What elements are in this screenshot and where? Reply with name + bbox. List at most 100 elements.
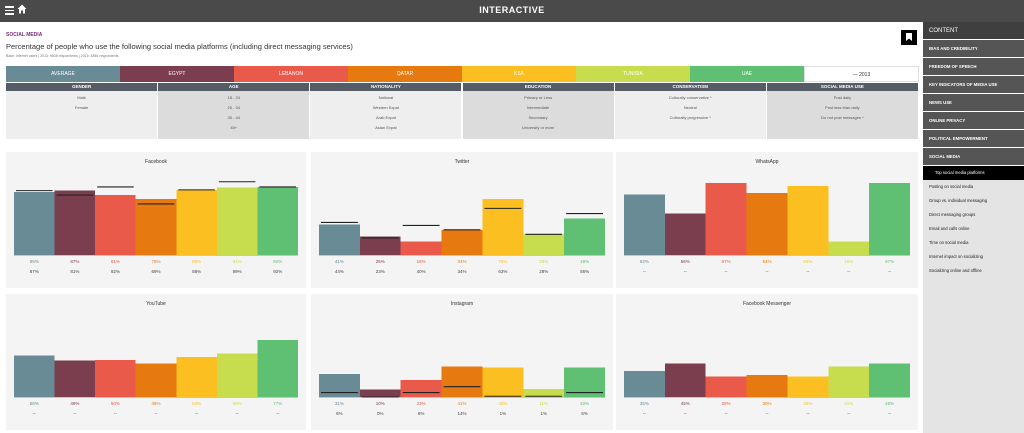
bar-qatar[interactable] [441, 229, 483, 255]
value-label-2015: 34% [457, 259, 466, 264]
bar-qatar[interactable] [135, 198, 177, 255]
bar-egypt[interactable] [359, 236, 401, 256]
value-label-2015: 30% [762, 401, 771, 406]
legend-lebanon[interactable]: LEBANON [234, 66, 348, 82]
menu-icon[interactable] [5, 6, 14, 15]
filter-option[interactable]: 25 - 34 [227, 105, 240, 110]
bar-lebanon[interactable] [400, 241, 442, 255]
bar-average[interactable] [14, 355, 55, 397]
bar-qatar[interactable] [746, 374, 788, 397]
bar-egypt[interactable] [54, 190, 96, 255]
legend-qatar[interactable]: QATAR [348, 66, 462, 82]
bar-tunisia[interactable] [523, 234, 565, 255]
filter-option[interactable]: Intermediate [526, 105, 550, 110]
value-label-2015: 97% [885, 259, 894, 264]
bar-ksa[interactable] [482, 367, 524, 397]
bar-average[interactable] [14, 192, 55, 255]
bar-tunisia[interactable] [828, 241, 870, 255]
sidebar-item-key-indicators[interactable]: KEY INDICATORS OF MEDIA USE [923, 76, 1024, 94]
bar-lebanon[interactable] [95, 195, 136, 255]
bar-lebanon[interactable] [95, 360, 136, 397]
bar-egypt[interactable] [359, 389, 401, 397]
sidebar-subitem-email-calls[interactable]: Email and calls online [929, 226, 970, 231]
bar-tunisia[interactable] [523, 388, 565, 397]
legend-egypt[interactable]: EGYPT [120, 66, 234, 82]
bar-uae[interactable] [869, 363, 910, 397]
sidebar-item-freedom-of-speech[interactable]: FREEDOM OF SPEECH [923, 58, 1024, 76]
filter-option[interactable]: Culturally conservative * [668, 95, 712, 100]
bar-ksa[interactable] [787, 376, 829, 397]
legend-ksa[interactable]: KSA [462, 66, 576, 82]
sidebar-item-political-empowerment[interactable]: POLITICAL EMPOWERMENT [923, 130, 1024, 148]
filter-option[interactable]: Post daily [833, 95, 852, 100]
filter-option[interactable]: Primary or Less [524, 95, 553, 100]
bar-uae[interactable] [257, 340, 298, 397]
bar-egypt[interactable] [54, 360, 96, 397]
value-label-2015: 41% [335, 259, 344, 264]
filter-option[interactable]: Secondary [528, 115, 548, 120]
filter-option[interactable]: University or more [521, 125, 555, 130]
filter-option[interactable]: National [378, 95, 394, 100]
bar-tunisia[interactable] [216, 353, 258, 397]
bar-ksa[interactable] [787, 186, 829, 255]
sidebar-subitem-posting[interactable]: Posting on social media [929, 184, 974, 189]
sidebar-subitem-direct-messaging[interactable]: Direct messaging groups [929, 212, 976, 217]
filter-option[interactable]: Female [74, 105, 89, 110]
sidebar-item-bias-credibility[interactable]: BIAS AND CREDIBILITY [923, 40, 1024, 58]
filter-option[interactable]: Asian Expat [375, 125, 397, 130]
bar-ksa[interactable] [176, 189, 217, 255]
filter-option[interactable]: Neutral [683, 105, 697, 110]
value-label-2015: 10% [376, 401, 385, 406]
chart-title: Instagram [450, 301, 474, 307]
bar-uae[interactable] [869, 183, 910, 255]
sidebar-subitem-time-on-social[interactable]: Time on social media [929, 240, 969, 245]
filter-option[interactable]: 45+ [230, 125, 238, 130]
bar-qatar[interactable] [441, 366, 483, 397]
filter-option[interactable]: Male [77, 95, 86, 100]
sidebar-subitem-top-platforms[interactable]: Top social media platforms [923, 166, 1024, 180]
bar-egypt[interactable] [664, 363, 706, 397]
sidebar-subitem-socializing[interactable]: Socializing online and offline [929, 268, 982, 273]
legend-tunisia[interactable]: TUNISIA [576, 66, 690, 82]
bar-average[interactable] [319, 224, 360, 255]
bar-qatar[interactable] [135, 363, 177, 397]
legend-uae[interactable]: UAE [690, 66, 804, 82]
bar-tunisia[interactable] [216, 187, 258, 255]
value-label-2013: -- [766, 411, 769, 416]
bar-average[interactable] [624, 194, 665, 255]
bar-uae[interactable] [564, 218, 605, 255]
bookmark-button[interactable] [901, 30, 917, 45]
bar-tunisia[interactable] [828, 366, 870, 397]
bar-ksa[interactable] [482, 198, 524, 255]
bar-lebanon[interactable] [705, 183, 747, 255]
bar-qatar[interactable] [746, 192, 788, 255]
bar-average[interactable] [624, 371, 665, 397]
value-label-2015: 45% [151, 401, 160, 406]
filter-option[interactable]: 18 - 24 [227, 95, 240, 100]
value-label-2013: -- [73, 411, 76, 416]
value-label-2013: 1% [500, 411, 507, 416]
value-label-2015: 31% [335, 401, 344, 406]
filter-option[interactable]: Arab Expat [376, 115, 396, 120]
filter-option[interactable]: 35 - 44 [227, 115, 240, 120]
home-icon[interactable] [17, 4, 27, 14]
value-label-2013: -- [847, 411, 850, 416]
filter-option[interactable]: Culturally progressive * [669, 115, 711, 120]
bar-uae[interactable] [257, 186, 298, 255]
bar-egypt[interactable] [664, 213, 706, 255]
bar-lebanon[interactable] [400, 379, 442, 397]
sidebar-subitem-internet-impact[interactable]: Internet impact on socializing [929, 254, 983, 259]
filter-option[interactable]: Post less than daily [825, 105, 860, 110]
chart-youtube: YouTube 56% -- 49% -- 50% -- 45% -- 54% -- 59% -- 77%… [6, 294, 306, 430]
bar-average[interactable] [319, 374, 360, 397]
sidebar-item-online-privacy[interactable]: ONLINE PRIVACY [923, 112, 1024, 130]
sidebar-item-news-use[interactable]: NEWS USE [923, 94, 1024, 112]
sidebar-item-social-media[interactable]: SOCIAL MEDIA [923, 148, 1024, 166]
legend-average[interactable]: AVERAGE [6, 66, 120, 82]
bar-lebanon[interactable] [705, 376, 747, 397]
sidebar-subitem-group-vs-individual[interactable]: Group vs. individual messaging [929, 198, 988, 203]
value-label-2015: 91% [233, 259, 242, 264]
filter-option[interactable]: Do not post messages * [821, 115, 864, 120]
filter-option[interactable]: Western Expat [372, 105, 399, 110]
bar-ksa[interactable] [176, 357, 217, 397]
